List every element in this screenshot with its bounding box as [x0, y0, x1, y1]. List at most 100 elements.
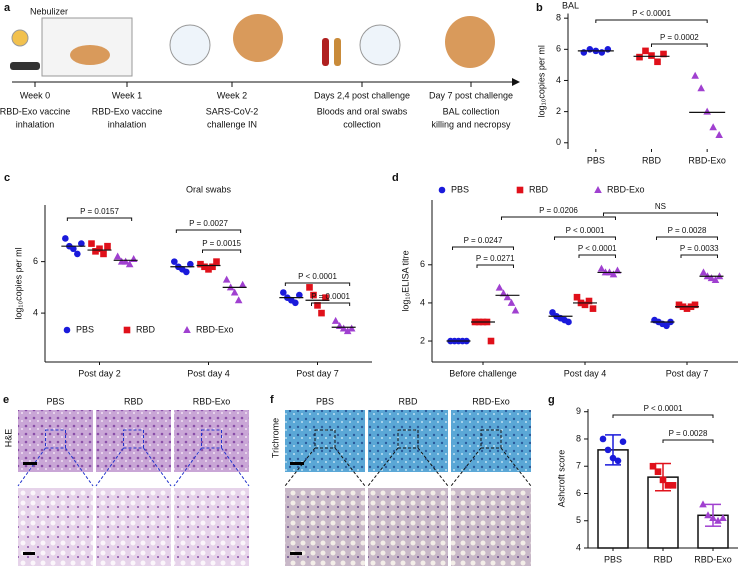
- zoom-line: [143, 447, 172, 487]
- y-tick-label: 8: [576, 433, 581, 443]
- micrograph-zoom: [368, 488, 448, 566]
- dot: [619, 438, 627, 446]
- y-tick-label: 7: [576, 461, 581, 471]
- panel-label: g: [548, 394, 555, 406]
- dot: [213, 258, 220, 265]
- dot: [310, 291, 317, 299]
- y-tick-label: 0: [556, 137, 561, 147]
- stain-label: Trichrome: [270, 418, 280, 458]
- step-event: RBD-Exo vaccine: [92, 106, 163, 116]
- dot: [209, 263, 216, 271]
- dot: [125, 260, 134, 268]
- icon: [11, 29, 29, 47]
- zoom-line: [450, 447, 482, 487]
- p-value: P = 0.0271: [476, 254, 515, 263]
- x-tick-label: Post day 4: [187, 368, 230, 378]
- panel-label: a: [4, 2, 11, 14]
- dot: [347, 324, 356, 332]
- significance-bracket: [554, 236, 616, 240]
- dot: [573, 293, 581, 301]
- dot: [660, 50, 667, 58]
- p-value: P = 0.0028: [668, 226, 707, 235]
- dot: [675, 301, 683, 309]
- step-event: BAL collection: [443, 106, 500, 116]
- column-label: PBS: [46, 396, 64, 406]
- scale-bar: [23, 552, 35, 555]
- dot: [100, 250, 107, 258]
- dot: [580, 49, 588, 56]
- chart-title: Oral swabs: [186, 184, 232, 194]
- dot: [78, 240, 85, 247]
- dot: [709, 123, 717, 131]
- zoom-box: [123, 429, 144, 449]
- y-tick-label: 9: [576, 406, 581, 416]
- icon: [322, 38, 329, 66]
- zoom-line: [284, 447, 316, 487]
- dot: [599, 435, 607, 443]
- panel-label: b: [536, 2, 543, 14]
- p-value: P = 0.0027: [189, 219, 228, 228]
- significance-bracket: [500, 216, 616, 220]
- zoom-box: [201, 429, 222, 449]
- dot: [654, 58, 661, 66]
- y-tick-label: 4: [576, 542, 581, 552]
- dot: [183, 326, 191, 333]
- timeline-panel: a Nebulizer: [4, 2, 520, 86]
- step-event: inhalation: [108, 119, 147, 129]
- y-tick-label: 6: [556, 44, 561, 54]
- step-time: Day 7 post challenge: [429, 90, 513, 100]
- significance-bracket: [476, 264, 514, 268]
- icon: [359, 24, 401, 66]
- dot: [343, 327, 352, 335]
- micrograph-zoom: [96, 488, 171, 566]
- zoom-line: [221, 447, 250, 487]
- x-tick-label: Post day 7: [666, 368, 709, 378]
- dot: [604, 446, 612, 454]
- y-tick-label: 4: [556, 75, 561, 85]
- x-tick-label: RBD: [653, 554, 673, 564]
- x-tick-label: Post day 2: [78, 368, 121, 378]
- panel-label: c: [4, 172, 10, 184]
- y-tick-label: 8: [556, 13, 561, 23]
- dot: [499, 289, 508, 297]
- p-value: P = 0.0033: [680, 244, 719, 253]
- dot: [104, 242, 111, 250]
- dot: [654, 468, 662, 475]
- dot: [565, 318, 572, 326]
- column-label: RBD-Exo: [472, 396, 510, 406]
- dot: [129, 255, 138, 263]
- step-event: inhalation: [16, 119, 55, 129]
- dot: [691, 71, 699, 79]
- dot: [339, 324, 348, 332]
- micrograph: [174, 410, 249, 472]
- zoom-line: [65, 447, 94, 487]
- zoom-line: [417, 447, 449, 487]
- arrow-head: [512, 78, 520, 86]
- significance-bracket: [311, 302, 351, 306]
- p-value: P = 0.0157: [80, 207, 119, 216]
- step-event: RBD-Exo vaccine: [0, 106, 70, 116]
- dot: [238, 280, 247, 288]
- y-tick-label: 6: [420, 259, 425, 269]
- dot: [649, 462, 657, 470]
- micrograph-zoom: [451, 488, 531, 566]
- x-tick-label: Before challenge: [449, 368, 517, 378]
- y-tick-label: 4: [33, 307, 38, 317]
- legend-label: RBD: [529, 184, 549, 194]
- zoom-line: [500, 447, 532, 487]
- micrograph: [285, 410, 365, 472]
- dot: [709, 514, 717, 522]
- y-tick-label: 6: [576, 488, 581, 498]
- dot: [88, 240, 95, 247]
- scale-bar: [290, 552, 302, 555]
- dot: [222, 275, 231, 283]
- p-value: P = 0.0001: [311, 292, 350, 301]
- dot: [691, 301, 699, 309]
- dot: [636, 53, 643, 61]
- dot: [230, 288, 239, 296]
- legend-label: PBS: [76, 324, 94, 334]
- p-value: P < 0.0001: [644, 404, 683, 413]
- column-label: RBD: [398, 396, 418, 406]
- dot: [659, 476, 667, 484]
